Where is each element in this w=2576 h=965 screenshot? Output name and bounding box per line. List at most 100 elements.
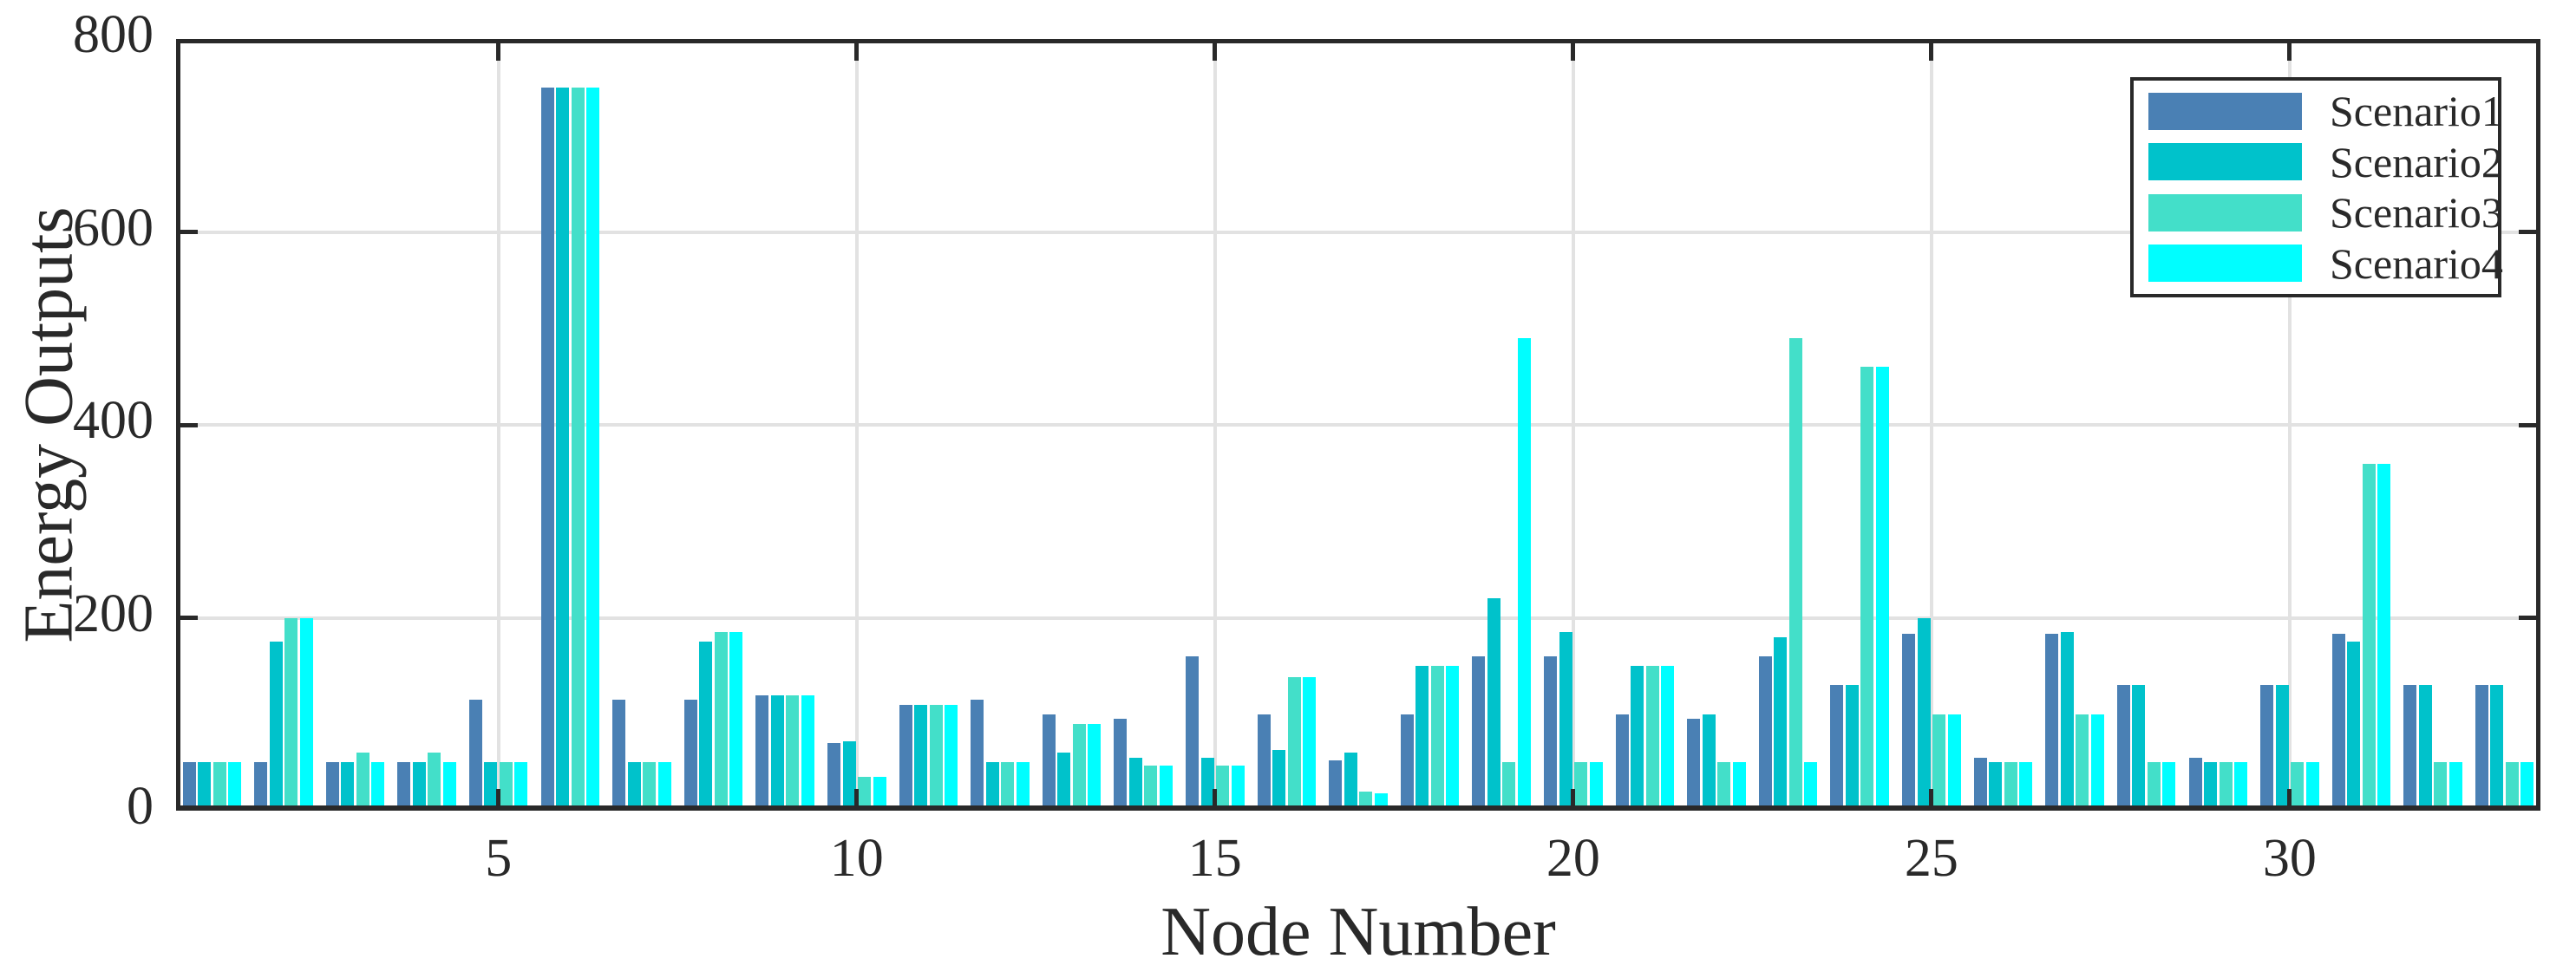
bar-node24-scenario4 — [1875, 367, 1889, 811]
bar-node14-scenario2 — [1128, 757, 1142, 811]
legend-swatch-scenario1 — [2148, 92, 2302, 130]
bar-node30-scenario3 — [2291, 762, 2305, 811]
bar-node27-scenario3 — [2076, 714, 2089, 811]
bar-node25-scenario1 — [1902, 634, 1916, 811]
bar-node6-scenario3 — [571, 87, 585, 811]
bar-node2-scenario1 — [254, 762, 268, 811]
x-tick-mark-top — [1929, 39, 1934, 61]
x-tick-label: 15 — [1187, 829, 1242, 888]
bar-node33-scenario2 — [2490, 685, 2504, 811]
bar-node4-scenario1 — [397, 762, 411, 811]
bar-node20-scenario1 — [1544, 656, 1558, 811]
v-gridline — [854, 39, 859, 811]
bar-node3-scenario1 — [325, 762, 339, 811]
x-tick-label: 20 — [1546, 829, 1600, 888]
bar-node9-scenario3 — [786, 694, 800, 811]
y-tick-label: 0 — [127, 777, 154, 836]
bar-node15-scenario1 — [1186, 656, 1200, 811]
bar-node32-scenario2 — [2418, 685, 2432, 811]
bar-node1-scenario2 — [198, 762, 212, 811]
bar-node24-scenario2 — [1845, 685, 1859, 811]
bar-node17-scenario2 — [1344, 753, 1357, 811]
bar-node2-scenario3 — [284, 617, 298, 811]
bar-node3-scenario4 — [371, 762, 385, 811]
bar-node22-scenario2 — [1702, 714, 1716, 811]
bar-node22-scenario1 — [1687, 719, 1701, 811]
axis-top — [176, 39, 2540, 43]
bar-node28-scenario3 — [2147, 762, 2161, 811]
bar-node22-scenario3 — [1717, 762, 1731, 811]
bar-node20-scenario3 — [1574, 762, 1588, 811]
bar-node3-scenario2 — [341, 762, 355, 811]
bar-node9-scenario2 — [770, 694, 784, 811]
bar-node15-scenario4 — [1231, 765, 1245, 811]
legend: Scenario1 Scenario2 Scenario3 Scenario4 — [2130, 77, 2503, 297]
bar-node29-scenario1 — [2188, 757, 2202, 811]
bar-node24-scenario1 — [1830, 685, 1844, 811]
bar-node1-scenario3 — [212, 762, 226, 811]
bar-node8-scenario2 — [699, 642, 713, 811]
bar-node18-scenario3 — [1430, 666, 1444, 811]
bar-node33-scenario3 — [2505, 762, 2519, 811]
v-gridline — [1213, 39, 1217, 811]
bar-node1-scenario4 — [228, 762, 242, 811]
x-tick-mark-top — [1571, 39, 1576, 61]
bar-node30-scenario2 — [2275, 685, 2289, 811]
v-gridline — [1571, 39, 1575, 811]
y-tick-label: 200 — [73, 584, 154, 643]
bar-node7-scenario4 — [657, 762, 671, 811]
x-tick-mark-top — [854, 39, 860, 61]
bar-node29-scenario2 — [2204, 762, 2218, 811]
bar-node4-scenario2 — [412, 762, 426, 811]
bar-node7-scenario2 — [627, 762, 641, 811]
v-gridline — [2287, 39, 2292, 811]
bar-node5-scenario3 — [499, 762, 513, 811]
legend-item: Scenario1 — [2134, 88, 2503, 134]
legend-swatch-scenario4 — [2148, 245, 2302, 283]
bar-node28-scenario2 — [2132, 685, 2146, 811]
bar-node23-scenario3 — [1788, 337, 1802, 811]
bar-node17-scenario1 — [1329, 760, 1343, 811]
x-tick-mark — [1929, 789, 1934, 811]
bar-node11-scenario1 — [899, 704, 912, 811]
y-tick-mark-right — [2519, 422, 2540, 427]
y-tick-label: 400 — [73, 391, 154, 450]
bar-node16-scenario4 — [1303, 677, 1317, 811]
bar-node20-scenario4 — [1589, 762, 1603, 811]
axis-bottom — [176, 805, 2540, 811]
bar-node2-scenario4 — [299, 617, 313, 811]
legend-label: Scenario3 — [2330, 188, 2503, 238]
bar-node3-scenario3 — [356, 753, 369, 811]
h-gridline — [176, 230, 2540, 234]
bar-node19-scenario2 — [1487, 598, 1500, 811]
bar-node19-scenario3 — [1502, 762, 1516, 811]
bar-node29-scenario4 — [2234, 762, 2248, 811]
bar-node16-scenario2 — [1272, 749, 1286, 811]
v-gridline — [496, 39, 500, 811]
x-tick-mark-top — [496, 39, 501, 61]
bar-node13-scenario3 — [1072, 723, 1086, 811]
bar-node12-scenario3 — [1001, 762, 1015, 811]
legend-item: Scenario2 — [2134, 140, 2503, 185]
bar-node33-scenario1 — [2475, 685, 2488, 811]
bar-node23-scenario2 — [1774, 636, 1788, 811]
bar-node32-scenario4 — [2449, 762, 2462, 811]
bar-node33-scenario4 — [2520, 762, 2534, 811]
bar-node4-scenario4 — [442, 762, 456, 811]
bar-node29-scenario3 — [2219, 762, 2233, 811]
bar-node6-scenario1 — [540, 87, 554, 811]
h-gridline — [176, 616, 2540, 620]
bar-node15-scenario2 — [1200, 757, 1214, 811]
x-tick-mark — [854, 789, 860, 811]
legend-item: Scenario3 — [2134, 190, 2503, 235]
y-tick-label: 800 — [73, 5, 154, 64]
bar-node32-scenario1 — [2403, 685, 2417, 811]
bar-node12-scenario4 — [1016, 762, 1030, 811]
bar-node25-scenario4 — [1947, 714, 1961, 811]
x-tick-mark — [1213, 789, 1218, 811]
bar-node26-scenario4 — [2019, 762, 2033, 811]
bar-node10-scenario2 — [842, 740, 856, 811]
bar-node8-scenario3 — [714, 632, 728, 811]
bar-node7-scenario1 — [612, 700, 626, 811]
